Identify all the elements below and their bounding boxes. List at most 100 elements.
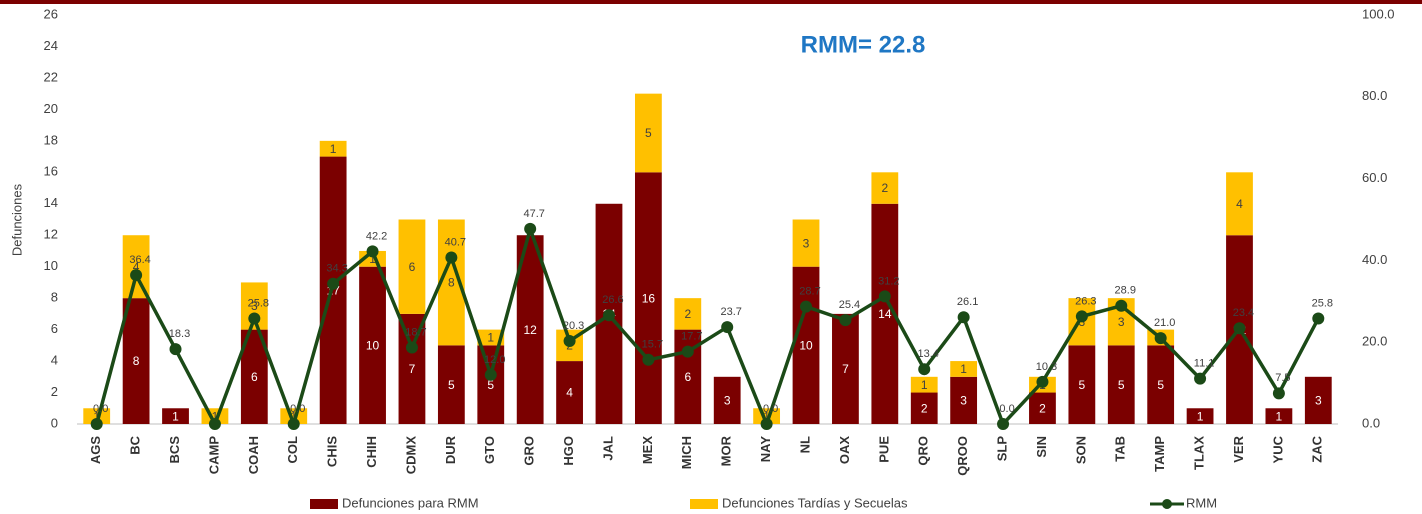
rmm-value-label: 25.8 bbox=[248, 297, 269, 309]
rmm-point bbox=[563, 334, 576, 347]
x-tick-label: PUE bbox=[876, 436, 891, 463]
y2-tick-label: 0.0 bbox=[1362, 415, 1380, 430]
rmm-point bbox=[1194, 372, 1207, 385]
rmm-value-label: 18.3 bbox=[169, 328, 190, 340]
y-tick-label: 22 bbox=[44, 69, 58, 84]
x-tick-label: MEX bbox=[640, 436, 655, 465]
bar bbox=[753, 408, 781, 424]
bar-value-label: 1 bbox=[921, 378, 928, 392]
bar-value-label: 5 bbox=[1118, 378, 1125, 392]
rmm-line bbox=[95, 223, 1320, 430]
bar bbox=[1265, 408, 1293, 424]
rmm-value-label: 23.4 bbox=[1233, 307, 1254, 319]
rmm-value-label: 11.1 bbox=[1194, 358, 1215, 370]
rmm-value-label: 18.7 bbox=[405, 326, 426, 338]
bar bbox=[634, 172, 662, 424]
rmm-value-label: 10.3 bbox=[1036, 361, 1057, 373]
bar-value-label: 5 bbox=[487, 378, 494, 392]
rmm-point bbox=[681, 345, 694, 358]
rmm-point bbox=[208, 418, 221, 430]
bar-value-label: 1 bbox=[369, 252, 376, 266]
bar bbox=[910, 376, 938, 393]
bar bbox=[1186, 408, 1214, 424]
rmm-value-label: 25.8 bbox=[1312, 297, 1333, 309]
bar-value-label: 3 bbox=[724, 394, 731, 408]
rmm-value-label: 25.4 bbox=[839, 299, 860, 311]
bar-value-label: 3 bbox=[1118, 315, 1125, 329]
bar-value-label: 1 bbox=[290, 409, 297, 423]
rmm-value-label: 0.0 bbox=[763, 403, 778, 415]
rmm-point bbox=[445, 251, 458, 264]
bar bbox=[950, 376, 978, 424]
bar bbox=[1147, 345, 1175, 424]
bar-value-label: 1 bbox=[1276, 409, 1283, 423]
rmm-value-label: 0.0 bbox=[999, 403, 1014, 415]
rmm-value-label: 36.4 bbox=[129, 254, 150, 266]
rmm-value-label: 0.0 bbox=[93, 403, 108, 415]
rmm-point bbox=[1312, 312, 1325, 325]
rmm-point bbox=[957, 311, 970, 324]
x-tick-label: SIN bbox=[1034, 436, 1049, 458]
bar bbox=[674, 298, 702, 330]
bar-value-label: 5 bbox=[448, 378, 455, 392]
bar-value-label: 2 bbox=[921, 401, 928, 415]
y-tick-label: 26 bbox=[44, 6, 58, 21]
bar bbox=[477, 329, 505, 346]
bar-value-label: 1 bbox=[1197, 409, 1204, 423]
bar-value-label: 2 bbox=[1039, 401, 1046, 415]
bar-value-label: 1 bbox=[960, 362, 967, 376]
x-tick-label: SON bbox=[1073, 436, 1088, 464]
legend-label: RMM bbox=[1186, 495, 1217, 510]
bar bbox=[1029, 392, 1056, 424]
bar bbox=[1068, 345, 1096, 424]
rmm-point bbox=[90, 418, 103, 430]
x-tick-label: COL bbox=[285, 436, 300, 464]
x-tick-label: CHIH bbox=[364, 436, 379, 468]
x-tick-label: GTO bbox=[482, 436, 497, 464]
annotation: RMM= 22.8 bbox=[801, 31, 926, 58]
bar bbox=[280, 408, 308, 424]
y-tick-label: 0 bbox=[51, 415, 58, 430]
y2-tick-label: 60.0 bbox=[1362, 170, 1387, 185]
bar-value-label: 1 bbox=[172, 409, 179, 423]
bar-value-label: 10 bbox=[799, 339, 813, 353]
bar-value-label: 5 bbox=[1079, 378, 1086, 392]
rmm-value-label: 26.3 bbox=[1075, 295, 1096, 307]
x-tick-label: NAY bbox=[758, 436, 773, 463]
rmm-value-label: 23.7 bbox=[720, 306, 741, 318]
rmm-point bbox=[642, 353, 655, 366]
rmm-value-label: 17.7 bbox=[681, 331, 702, 343]
x-tick-label: OAX bbox=[837, 436, 852, 465]
bar-value-label: 8 bbox=[133, 354, 140, 368]
y-tick-label: 14 bbox=[44, 195, 58, 210]
rmm-point bbox=[405, 341, 418, 354]
bar bbox=[162, 408, 189, 424]
bar-value-label: 3 bbox=[960, 394, 967, 408]
rmm-point bbox=[839, 314, 852, 327]
bar-value-label: 5 bbox=[645, 126, 652, 140]
bar-value-label: 1 bbox=[212, 409, 219, 423]
rmm-value-label: 12.0 bbox=[484, 354, 505, 366]
rmm-point bbox=[130, 269, 143, 282]
bar-value-label: 3 bbox=[251, 299, 258, 313]
rmm-point bbox=[918, 363, 931, 376]
bar-value-label: 3 bbox=[803, 236, 810, 250]
rmm-value-label: 26.6 bbox=[602, 294, 623, 306]
y-tick-label: 2 bbox=[51, 384, 58, 399]
rmm-point bbox=[327, 277, 340, 290]
x-tick-label: CAMP bbox=[206, 436, 221, 475]
bar bbox=[634, 93, 662, 173]
bar bbox=[713, 376, 741, 424]
rmm-point bbox=[169, 343, 182, 356]
x-tick-label: NL bbox=[797, 436, 812, 453]
rmm-point bbox=[524, 222, 537, 235]
rmm-point bbox=[287, 418, 300, 430]
bar-value-label: 7 bbox=[409, 362, 416, 376]
bar-value-label: 14 bbox=[878, 307, 892, 321]
y-tick-label: 18 bbox=[44, 132, 58, 147]
bar bbox=[910, 392, 938, 424]
x-tick-label: JAL bbox=[600, 436, 615, 461]
rmm-value-label: 0.0 bbox=[290, 403, 305, 415]
x-tick-label: MICH bbox=[679, 436, 694, 469]
